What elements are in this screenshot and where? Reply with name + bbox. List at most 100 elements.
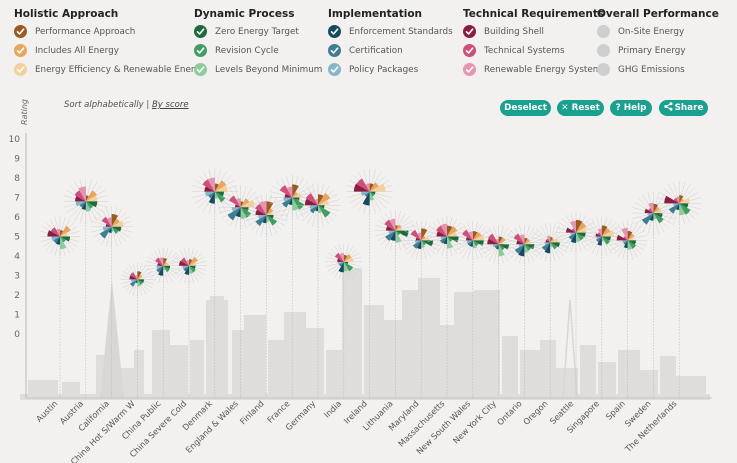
legend-item-label: GHG Emissions: [618, 64, 685, 75]
circle-icon: [597, 25, 610, 38]
legend-group-title: Holistic Approach: [14, 8, 119, 20]
x-tick-label: Finland: [238, 398, 266, 426]
flower-marker[interactable]: [427, 216, 467, 257]
check-icon: [328, 44, 341, 57]
legend-item-label: Levels Beyond Minimum: [215, 64, 323, 75]
legend-item-label: Performance Approach: [35, 26, 136, 37]
x-tick-label: India: [322, 398, 343, 419]
x-tick-label: Oregon: [521, 398, 550, 427]
check-icon: [463, 44, 476, 57]
legend-item[interactable]: Primary Energy: [597, 41, 719, 60]
legend-item-label: On-Site Energy: [618, 26, 685, 37]
circle-icon: [597, 63, 610, 76]
sort-alphabetically-link[interactable]: alphabetically: [84, 100, 144, 110]
y-tick-label: 7: [14, 194, 20, 204]
legend-item-label: Certification: [349, 45, 403, 56]
legend-item-label: Includes All Energy: [35, 45, 119, 56]
legend-item-label: Primary Energy: [618, 45, 686, 56]
legend-item[interactable]: On-Site Energy: [597, 22, 719, 41]
legend-item[interactable]: Certification: [328, 41, 453, 60]
legend-item-label: Policy Packages: [349, 64, 419, 75]
y-tick-label: 1: [14, 311, 20, 321]
legend-group: Dynamic Process Zero Energy Target Revisio…: [194, 6, 322, 79]
legend-group-title: Overall Performance: [597, 8, 719, 20]
legend-item[interactable]: Technical Systems: [463, 41, 606, 60]
legend-item-label: Energy Efficiency & Renewable Energy: [35, 64, 206, 75]
flower-marker[interactable]: [401, 220, 441, 261]
y-tick-label: 0: [14, 330, 20, 340]
legend-item[interactable]: Performance Approach: [14, 22, 205, 41]
flower-marker[interactable]: [581, 216, 622, 257]
share-button[interactable]: Share: [659, 100, 708, 116]
legend-item[interactable]: GHG Emissions: [597, 60, 719, 79]
flower-marker[interactable]: [656, 180, 702, 226]
flower-marker[interactable]: [171, 247, 207, 284]
flower-marker[interactable]: [607, 220, 648, 261]
deselect-button[interactable]: Deselect: [500, 100, 551, 116]
flower-marker[interactable]: [346, 168, 393, 215]
y-axis: Rating 0 1 2 3 4 5 6 7 8 9 10: [9, 99, 712, 399]
flower-marker[interactable]: [504, 224, 544, 264]
check-icon: [328, 63, 341, 76]
legend-item-label: Enforcement Standards: [349, 26, 453, 37]
legend-item[interactable]: Energy Efficiency & Renewable Energy: [14, 60, 205, 79]
y-tick-label: 6: [14, 213, 20, 223]
flower-marker[interactable]: [479, 224, 519, 264]
help-button[interactable]: ? Help: [610, 100, 652, 116]
sort-by-score-link[interactable]: By score: [151, 100, 189, 110]
legend-group-title: Technical Requirements: [463, 8, 605, 20]
flower-marker[interactable]: [145, 247, 182, 284]
flowers: [40, 168, 702, 297]
sort-separator: |: [143, 100, 152, 110]
flower-marker[interactable]: [120, 262, 155, 297]
legend-item[interactable]: Includes All Energy: [14, 41, 205, 60]
flower-marker[interactable]: [90, 206, 133, 248]
flower-marker[interactable]: [244, 193, 288, 237]
legend-item-label: Technical Systems: [484, 45, 565, 56]
y-tick-label: 10: [9, 135, 21, 145]
legend-group-title: Dynamic Process: [194, 8, 295, 20]
share-icon: [663, 101, 673, 111]
legend-item-label: Renewable Energy Systems: [484, 64, 606, 75]
flower-marker[interactable]: [40, 216, 80, 257]
flower-marker[interactable]: [63, 178, 109, 224]
legend-group: Holistic Approach Performance Approach Inc…: [14, 6, 205, 79]
legend-item[interactable]: Building Shell: [463, 22, 606, 41]
legend-item-label: Revision Cycle: [215, 45, 279, 56]
stems: [59, 191, 680, 398]
share-label: Share: [674, 103, 704, 113]
check-icon: [194, 44, 207, 57]
flower-marker[interactable]: [269, 174, 316, 221]
sort-controls: Sort alphabetically | By score: [64, 100, 189, 110]
legend-item-label: Building Shell: [484, 26, 544, 37]
legend-item[interactable]: Enforcement Standards: [328, 22, 453, 41]
flower-marker[interactable]: [325, 243, 362, 281]
legend-item[interactable]: Levels Beyond Minimum: [194, 60, 322, 79]
reset-button[interactable]: ✕ Reset: [557, 100, 604, 116]
check-icon: [194, 25, 207, 38]
sort-prefix: Sort: [64, 100, 85, 110]
y-tick-label: 5: [14, 233, 20, 243]
flower-marker[interactable]: [555, 212, 597, 253]
flower-marker[interactable]: [453, 220, 493, 261]
x-tick-label: Austin: [34, 398, 60, 424]
x-tick-label: Spain: [604, 398, 627, 421]
x-tick-label: Ontario: [495, 398, 524, 427]
check-icon: [194, 63, 207, 76]
flower-marker[interactable]: [295, 183, 341, 228]
check-icon: [14, 25, 27, 38]
legend-item[interactable]: Zero Energy Target: [194, 22, 322, 41]
flower-marker[interactable]: [374, 210, 416, 252]
legend-item[interactable]: Policy Packages: [328, 60, 453, 79]
y-tick-label: 3: [14, 272, 20, 282]
legend-item[interactable]: Renewable Energy Systems: [463, 60, 606, 79]
legend-item[interactable]: Revision Cycle: [194, 41, 322, 60]
city-skyline: [20, 268, 710, 400]
check-icon: [14, 44, 27, 57]
flower-marker[interactable]: [191, 168, 239, 215]
legend-group: Overall Performance On-Site Energy Primary…: [597, 6, 719, 79]
flower-marker[interactable]: [530, 222, 570, 262]
check-icon: [328, 25, 341, 38]
y-tick-label: 8: [14, 174, 20, 184]
